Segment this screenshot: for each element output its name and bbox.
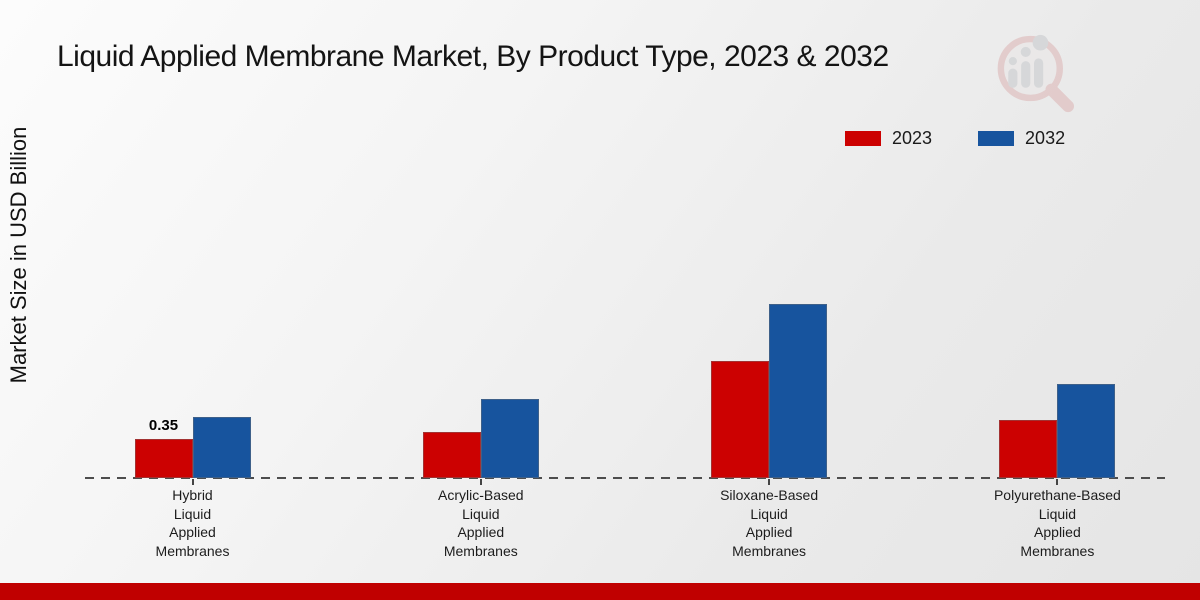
legend-item-2032: 2032 xyxy=(978,128,1065,149)
legend-swatch-2032 xyxy=(978,131,1015,146)
x-axis-tick-3 xyxy=(768,479,771,485)
bar-2032-group-3 xyxy=(769,304,828,478)
legend-item-2023: 2023 xyxy=(845,128,932,149)
logo-dot-1 xyxy=(1008,56,1017,66)
bar-2023-group-1 xyxy=(134,439,193,478)
logo-dot-2 xyxy=(1020,46,1031,57)
logo-bar-1 xyxy=(1008,68,1018,88)
y-axis-label: Market Size in USD Billion xyxy=(6,126,31,384)
category-label-1: Hybrid Liquid Applied Membranes xyxy=(155,487,230,559)
category-label-3: Siloxane-Based Liquid Applied Membranes xyxy=(720,487,819,559)
legend-swatch-2023 xyxy=(845,131,881,146)
legend-label-2023: 2023 xyxy=(892,128,933,148)
bar-2023-group-2 xyxy=(422,432,481,478)
magnifier-handle xyxy=(1045,83,1075,113)
category-label-2: Acrylic-Based Liquid Applied Membranes xyxy=(438,487,524,559)
bar-2032-group-2 xyxy=(480,399,539,478)
x-axis-line xyxy=(85,477,1165,479)
logo-bar-3 xyxy=(1034,58,1044,88)
chart-title: Liquid Applied Membrane Market, By Produ… xyxy=(57,40,889,73)
legend-label-2032: 2032 xyxy=(1025,128,1066,148)
x-axis-tick-2 xyxy=(479,479,482,485)
footer-bar xyxy=(0,583,1200,600)
logo-bar-2 xyxy=(1021,61,1031,88)
bar-2032-group-4 xyxy=(1057,384,1116,478)
bar-2023-group-3 xyxy=(711,361,770,478)
logo-dot-3 xyxy=(1032,34,1049,51)
x-axis-tick-1 xyxy=(191,479,194,485)
bar-2023-group-4 xyxy=(999,420,1058,478)
bar-value-label-2023-group-1: 0.35 xyxy=(148,417,179,434)
bar-2032-group-1 xyxy=(192,417,251,478)
x-axis-tick-4 xyxy=(1056,479,1059,485)
chart-legend: 2023 2032 xyxy=(845,128,1065,149)
magnifier-bar-chart-logo xyxy=(997,34,1075,113)
category-label-4: Polyurethane-Based Liquid Applied Membra… xyxy=(993,487,1121,559)
